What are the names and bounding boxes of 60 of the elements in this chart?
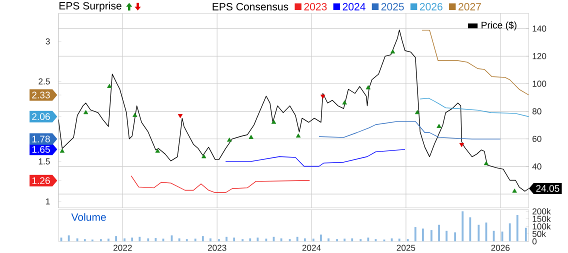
point [271, 120, 276, 124]
line-series [225, 149, 406, 167]
point [248, 134, 254, 140]
x-tick-label: 2023 [208, 244, 226, 251]
y-tick-label: 0 [532, 238, 537, 244]
y2-tick-label: 40 [532, 163, 542, 170]
point [227, 138, 232, 142]
y2-tick-label: 140 [532, 26, 546, 32]
point [390, 49, 396, 54]
y-tick-label: 200k [532, 208, 551, 214]
point [459, 143, 464, 148]
legend-title: EPS Consensus [212, 3, 288, 10]
line-series [422, 30, 530, 96]
y2-tick-label: 80 [532, 108, 542, 114]
x-tick-label: 2025 [396, 244, 416, 251]
point [132, 112, 138, 117]
y2-tick-label: 60 [532, 136, 542, 142]
legend-label: 2027 [458, 3, 481, 10]
point [484, 161, 489, 166]
legend-label: 2024 [342, 3, 366, 10]
point [436, 124, 442, 128]
legend-label: 2026 [420, 3, 442, 10]
y-tick-label: 1.5 [38, 158, 50, 165]
y-tick-label: 3 [46, 38, 50, 45]
point [202, 154, 206, 158]
point [178, 114, 183, 118]
y-tick-label: 100k [532, 223, 551, 230]
y2-tick-label: 100 [532, 80, 546, 87]
point [296, 134, 301, 138]
line-series [318, 121, 501, 140]
y-tick-label: 2.33 [32, 92, 50, 98]
point [342, 100, 347, 105]
y-tick-label: 50k [532, 230, 546, 238]
y-tick-label: 1.78 [32, 136, 50, 142]
point [83, 110, 88, 114]
point [107, 84, 112, 88]
chart-title: Volume [71, 213, 106, 221]
point [60, 148, 65, 153]
point [512, 188, 517, 193]
point [155, 148, 160, 153]
y-tick-label: 2.5 [38, 78, 50, 85]
point [414, 110, 420, 114]
x-tick-label: 2026 [491, 244, 510, 251]
data-label: 24.05 [536, 185, 560, 192]
y-tick-label: 1 [46, 198, 50, 204]
legend-label: 2023 [304, 3, 327, 10]
line-series [420, 98, 530, 118]
point [366, 85, 371, 90]
y-tick-label: 150k [532, 216, 551, 222]
text: EPS Surprise [60, 2, 122, 12]
legend-label: Price ($) [482, 21, 516, 30]
y-tick-label: 2.06 [32, 113, 50, 120]
line-series [130, 176, 310, 194]
legend-label: 2025 [381, 3, 404, 10]
y-tick-label: 1.26 [32, 177, 50, 184]
x-tick-label: 2022 [114, 244, 132, 251]
y-tick-label: 1.65 [32, 146, 50, 153]
y2-tick-label: 120 [532, 53, 546, 60]
point [320, 94, 326, 99]
x-tick-label: 2024 [302, 244, 321, 251]
